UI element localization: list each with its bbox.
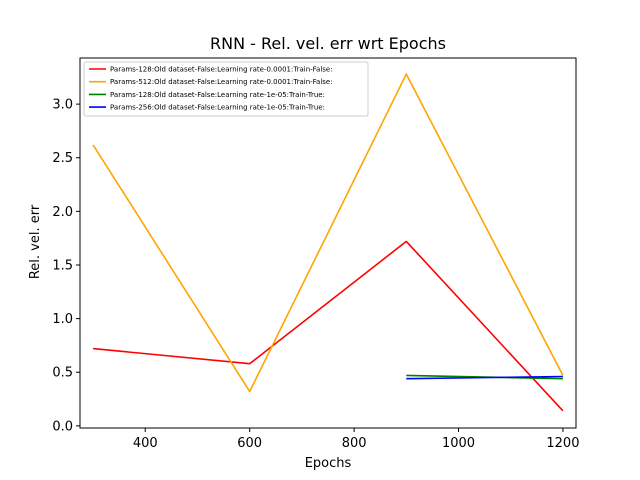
y-axis-label: Rel. vel. err [28, 204, 43, 279]
y-tick-label: 0.0 [52, 419, 73, 434]
legend-box [83, 61, 369, 117]
series-line-1 [93, 240, 564, 412]
legend-label-3: Params-128:Old dataset-False:Learning ra… [110, 91, 325, 99]
x-tick-label: 800 [342, 436, 367, 451]
x-tick-label: 600 [237, 436, 262, 451]
legend-label-4: Params-256:Old dataset-False:Learning ra… [110, 104, 325, 112]
x-axis-label: Epochs [305, 456, 352, 471]
legend-label-2: Params-512:Old dataset-False:Learning ra… [110, 78, 333, 86]
y-tick-label: 1.5 [52, 258, 73, 273]
y-tick-label: 1.0 [52, 312, 73, 327]
x-axis-ticks: 400 600 800 1000 1200 [133, 428, 579, 451]
series-line-4 [406, 375, 563, 380]
x-tick-label: 400 [133, 436, 158, 451]
legend-label-1: Params-128:Old dataset-False:Learning ra… [110, 66, 333, 74]
y-tick-label: 3.0 [52, 98, 73, 113]
series-line-2 [92, 73, 564, 393]
y-axis-ticks: 0.0 0.5 1.0 1.5 2.0 2.5 3.0 [52, 98, 80, 434]
y-tick-label: 2.0 [52, 205, 73, 220]
legend: Params-128:Old dataset-False:Learning ra… [83, 61, 369, 117]
y-tick-label: 2.5 [52, 151, 73, 166]
y-tick-label: 0.5 [52, 366, 73, 381]
x-tick-label: 1200 [546, 436, 579, 451]
plot-area [79, 57, 577, 429]
x-tick-label: 1000 [442, 436, 475, 451]
chart-title: RNN - Rel. vel. err wrt Epochs [210, 34, 446, 53]
plot-frame [79, 57, 577, 429]
